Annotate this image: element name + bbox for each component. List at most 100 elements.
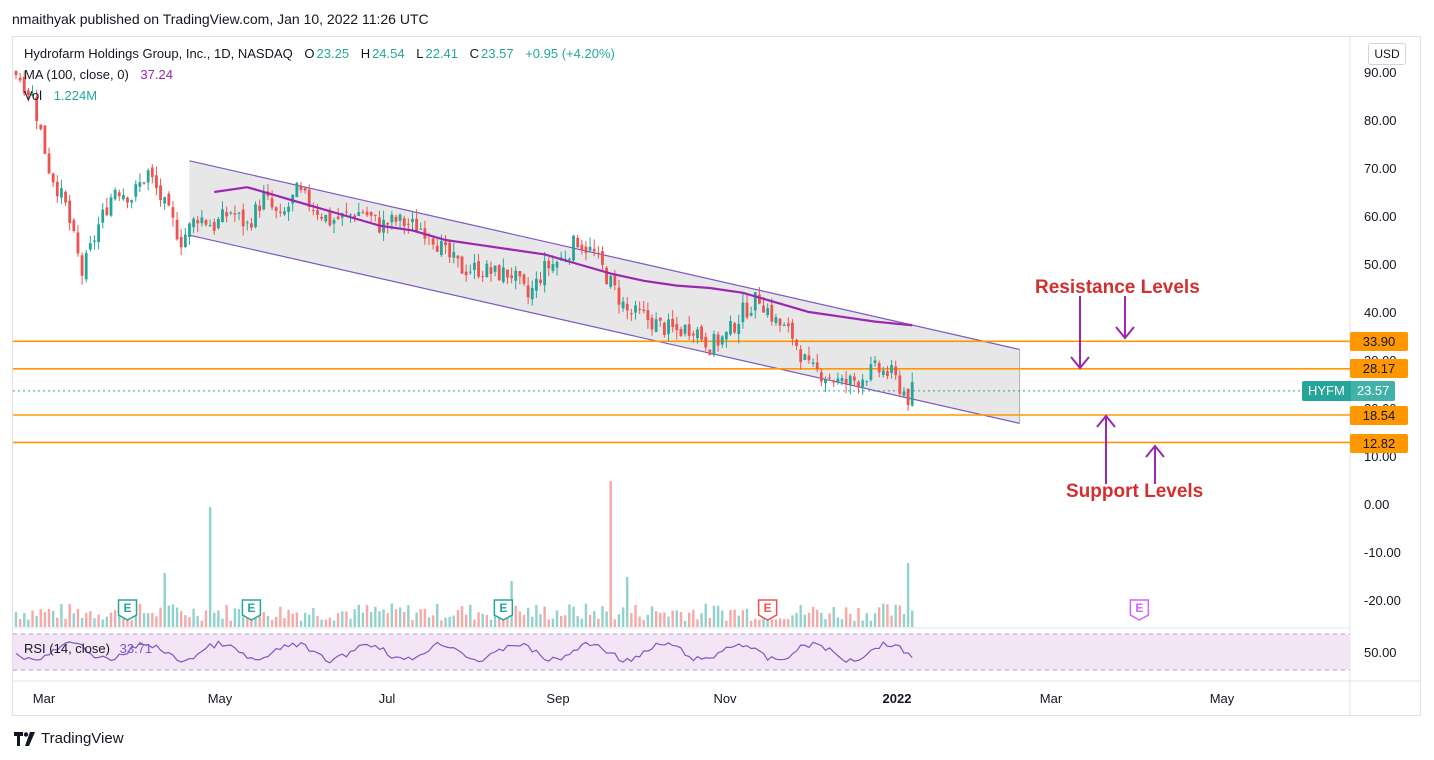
candle-body xyxy=(510,275,513,278)
candle-body xyxy=(869,364,873,380)
candle-body xyxy=(700,326,703,340)
volume-bar xyxy=(51,610,55,627)
candle-body xyxy=(18,77,22,81)
rsi-label: RSI (14, close) xyxy=(24,641,110,656)
volume-bar xyxy=(617,614,621,627)
volume-bar xyxy=(382,609,385,627)
candle-body xyxy=(708,349,712,356)
volume-bar xyxy=(456,610,460,627)
candle-body xyxy=(464,271,468,276)
candle-body xyxy=(398,214,402,221)
candle-body xyxy=(873,360,877,364)
candle-body xyxy=(824,378,827,384)
candle-body xyxy=(361,211,365,213)
chart-frame[interactable] xyxy=(12,36,1421,716)
volume-bar xyxy=(357,604,360,627)
candle-body xyxy=(584,246,588,253)
candle-body xyxy=(31,93,34,96)
volume-bar xyxy=(704,603,707,627)
volume-bar xyxy=(89,611,92,627)
volume-bar xyxy=(543,606,546,627)
y-tick-label: -10.00 xyxy=(1364,545,1401,560)
volume-bar xyxy=(440,620,443,627)
volume-bar xyxy=(555,610,559,627)
candle-body xyxy=(506,269,509,278)
candle-body xyxy=(283,211,286,215)
volume-bar xyxy=(427,617,431,627)
volume-bar xyxy=(898,605,902,627)
resistance-annotation: Resistance Levels xyxy=(1035,277,1200,298)
volume-bar xyxy=(605,611,608,627)
legend-open-label: O xyxy=(304,46,315,61)
candle-body xyxy=(489,267,493,274)
candle-body xyxy=(522,274,526,284)
legend-ma-value: 37.24 xyxy=(140,67,173,82)
volume-bar xyxy=(196,616,199,627)
candle-body xyxy=(299,186,303,191)
volume-bar xyxy=(514,605,517,627)
volume-bar xyxy=(564,615,567,627)
candle-body xyxy=(84,252,88,280)
candle-body xyxy=(303,188,307,191)
volume-bar xyxy=(208,507,212,627)
candle-body xyxy=(778,318,782,326)
volume-bar xyxy=(749,620,753,627)
candle-body xyxy=(902,391,906,396)
candle-body xyxy=(212,221,216,231)
volume-bar xyxy=(725,620,728,627)
volume-bar xyxy=(80,617,84,627)
candle-body xyxy=(576,237,580,248)
tradingview-logo[interactable]: TradingView xyxy=(14,730,124,747)
candle-body xyxy=(539,279,542,283)
volume-bar xyxy=(774,619,778,627)
candle-body xyxy=(807,355,811,361)
candle-body xyxy=(142,182,146,184)
volume-bar xyxy=(493,612,497,627)
volume-bar xyxy=(576,616,579,627)
legend-high-label: H xyxy=(360,46,371,61)
earnings-marker-label: E xyxy=(499,601,507,615)
volume-bar xyxy=(547,619,550,627)
volume-bar xyxy=(287,609,290,627)
volume-bar xyxy=(601,606,604,627)
candle-body xyxy=(729,321,732,335)
volume-bar xyxy=(415,612,418,627)
volume-bar xyxy=(262,612,265,627)
candle-body xyxy=(675,323,679,331)
volume-bar xyxy=(460,606,464,627)
volume-bar xyxy=(485,615,489,627)
volume-bar xyxy=(419,609,422,627)
volume-bar xyxy=(816,609,819,627)
candle-body xyxy=(596,252,600,254)
candle-body xyxy=(650,317,654,330)
candle-body xyxy=(547,260,551,269)
volume-bar xyxy=(568,604,571,627)
volume-bar xyxy=(621,607,625,627)
candle-body xyxy=(233,213,237,215)
volume-bar xyxy=(122,618,125,627)
volume-bar xyxy=(807,612,811,627)
candle-body xyxy=(481,276,485,278)
earnings-marker-label: E xyxy=(124,601,132,615)
candle-body xyxy=(448,242,452,258)
volume-bar xyxy=(423,608,427,627)
volume-bar xyxy=(43,612,47,627)
candle-body xyxy=(890,364,893,374)
earnings-marker-label: E xyxy=(247,601,255,615)
candle-body xyxy=(658,317,662,321)
candle-body xyxy=(101,209,105,223)
candle-body xyxy=(254,204,257,228)
support-arrow-2-head xyxy=(1145,444,1165,458)
candle-body xyxy=(278,211,282,213)
volume-bar xyxy=(873,613,877,627)
channel-lower-line xyxy=(189,234,1020,424)
volume-bar xyxy=(31,610,34,627)
candle-body xyxy=(712,333,716,355)
candle-body xyxy=(22,76,26,94)
candle-body xyxy=(60,188,63,198)
currency-button[interactable]: USD xyxy=(1368,43,1406,65)
price-tag-level-4: 12.82 xyxy=(1350,434,1408,453)
volume-bar xyxy=(18,618,22,627)
candle-body xyxy=(601,251,604,265)
